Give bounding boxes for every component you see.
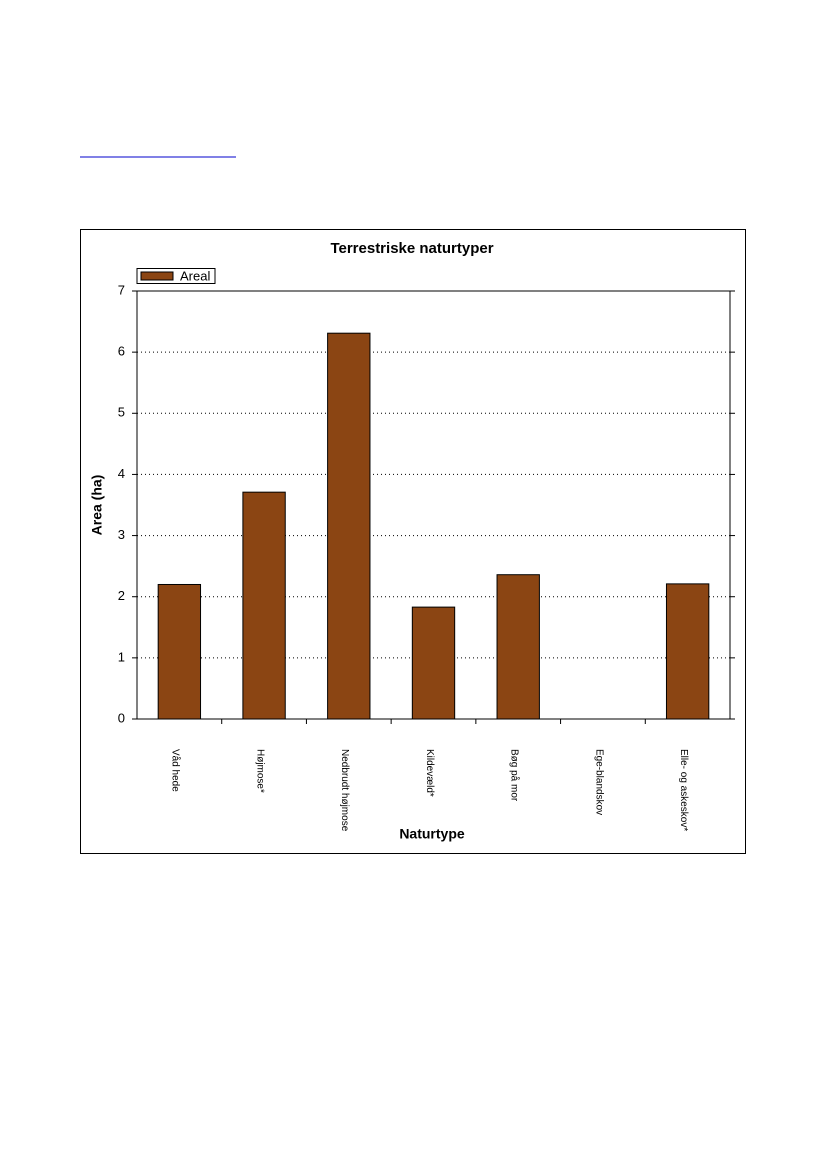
y-tick-label: 3	[118, 527, 125, 542]
bar	[665, 583, 710, 720]
y-tick-label: 1	[118, 649, 125, 664]
bar	[242, 491, 286, 720]
chart-title: Terrestriske naturtyper	[330, 240, 493, 257]
bar	[157, 583, 202, 720]
bar	[411, 606, 456, 720]
legend-swatch	[140, 271, 174, 281]
y-tick-label: 0	[118, 710, 125, 725]
x-tick-label: Elle- og askeskov*	[678, 749, 689, 831]
x-tick-label: Våd hede	[170, 749, 182, 792]
x-tick-label: Bøg på mor	[509, 749, 521, 802]
legend-label: Areal	[180, 268, 210, 283]
x-tick-label: Ege-blandskov	[593, 749, 604, 815]
y-axis-label: Area (ha)	[89, 475, 105, 536]
x-tick-label: Kildevæld*	[424, 749, 435, 797]
y-tick-label: 4	[118, 466, 125, 481]
x-tick-label: Nedbrudt højmose	[339, 749, 350, 832]
y-tick-label: 5	[118, 405, 125, 420]
x-axis-label: Naturtype	[399, 826, 465, 842]
x-tick-label: Højmose*	[254, 749, 265, 793]
y-tick-label: 6	[118, 344, 125, 359]
chart-frame	[80, 229, 746, 854]
y-tick-label: 7	[118, 282, 125, 297]
y-tick-label: 2	[118, 588, 125, 603]
bar	[496, 574, 540, 720]
bar	[327, 332, 371, 720]
